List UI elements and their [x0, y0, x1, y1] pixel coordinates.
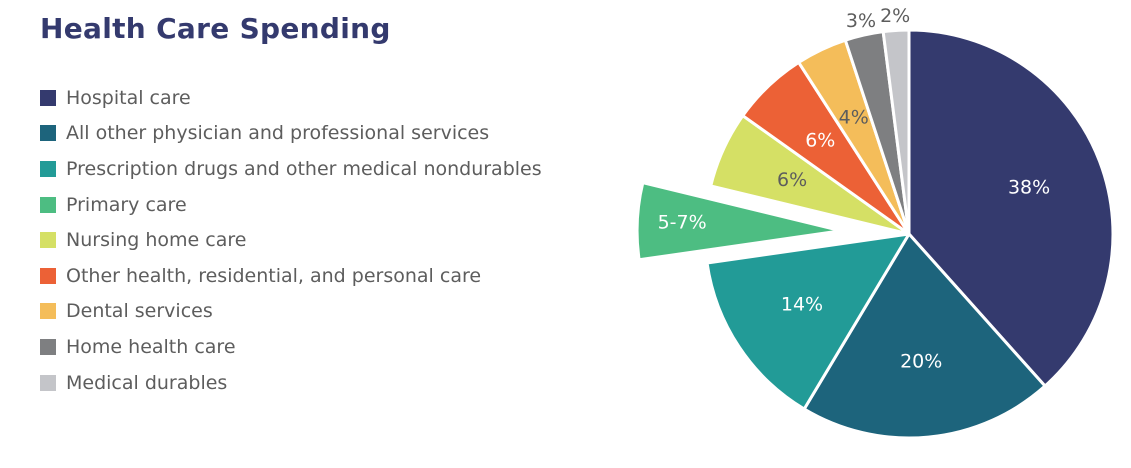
chart-title: Health Care Spending: [40, 12, 391, 45]
legend-label: Primary care: [66, 193, 187, 216]
legend-item: Home health care: [40, 329, 542, 365]
slice-label: 5-7%: [658, 212, 707, 234]
legend-swatch: [40, 232, 56, 249]
legend-item: Hospital care: [40, 80, 542, 116]
legend-label: Other health, residential, and personal …: [66, 264, 482, 287]
slice-label: 14%: [781, 294, 823, 316]
legend-item: All other physician and professional ser…: [40, 116, 542, 152]
legend-swatch: [40, 125, 56, 142]
pie-slice: [705, 232, 911, 411]
slice-label: 20%: [900, 350, 942, 372]
legend-label: Hospital care: [66, 86, 191, 109]
legend-swatch: [40, 374, 56, 391]
slice-label: 38%: [1008, 177, 1050, 199]
slice-label: 4%: [839, 106, 869, 128]
slice-label: 6%: [777, 169, 807, 191]
legend-item: Other health, residential, and personal …: [40, 258, 542, 294]
legend-label: Dental services: [66, 300, 213, 323]
slice-label: 3%: [846, 10, 876, 32]
legend-swatch: [40, 196, 56, 213]
legend-item: Prescription drugs and other medical non…: [40, 151, 542, 187]
legend-label: Prescription drugs and other medical non…: [66, 157, 542, 180]
pie-slice: [802, 232, 1047, 440]
legend-item: Medical durables: [40, 365, 542, 401]
pie-slice: [907, 28, 1115, 388]
legend: Hospital care All other physician and pro…: [40, 80, 542, 400]
pie-slice: [635, 181, 843, 262]
legend-swatch: [40, 338, 56, 355]
legend-label: Home health care: [66, 335, 236, 358]
legend-item: Primary care: [40, 187, 542, 223]
legend-swatch: [40, 160, 56, 177]
legend-label: All other physician and professional ser…: [66, 122, 490, 145]
slice-label: 2%: [880, 5, 910, 27]
legend-item: Nursing home care: [40, 222, 542, 258]
legend-swatch: [40, 267, 56, 284]
pie-slice: [881, 28, 911, 236]
legend-item: Dental services: [40, 294, 542, 330]
legend-label: Medical durables: [66, 371, 228, 394]
legend-swatch: [40, 303, 56, 320]
slice-label: 6%: [805, 129, 835, 151]
legend-swatch: [40, 89, 56, 106]
legend-label: Nursing home care: [66, 229, 247, 252]
